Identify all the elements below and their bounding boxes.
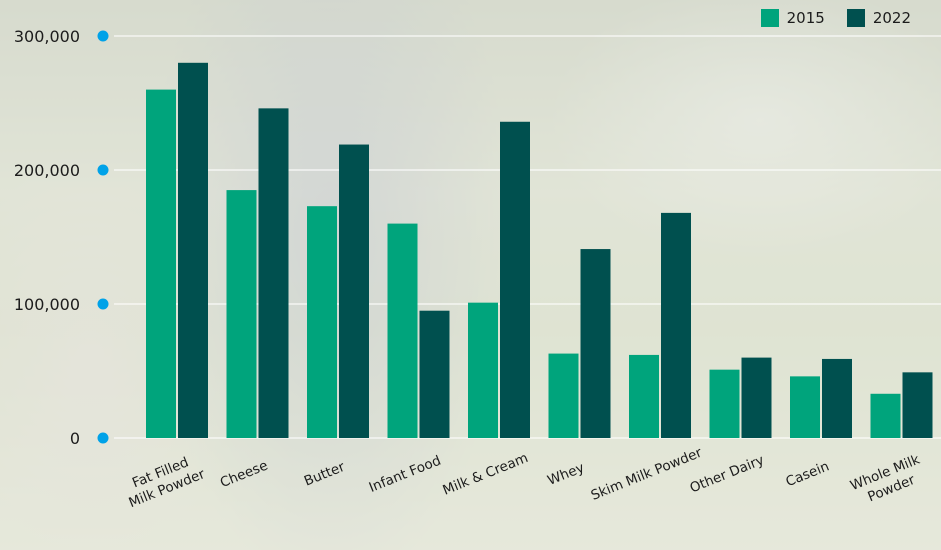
legend-label-2015: 2015	[786, 9, 825, 27]
bar-2015	[307, 206, 337, 438]
bar-2015	[146, 89, 176, 438]
x-tick-label: Whole MilkPowder	[848, 452, 929, 510]
bar-2022	[500, 121, 530, 438]
x-tick-label-line: Whey	[545, 460, 586, 489]
x-tick-label: Skim Milk Powder	[589, 445, 705, 504]
legend-swatch-2015	[760, 9, 779, 27]
bar-2015	[387, 223, 418, 438]
x-tick-label-line: Butter	[302, 459, 348, 490]
bar-2022	[178, 62, 208, 439]
x-tick-label-line: Milk & Cream	[441, 450, 531, 499]
y-tick-label: 0	[70, 429, 80, 448]
x-tick-label-line: Skim Milk Powder	[589, 445, 705, 504]
y-tick-label: 200,000	[14, 161, 80, 180]
bar-2015	[468, 302, 498, 438]
bar-2022	[339, 144, 369, 439]
x-tick-label: Butter	[302, 459, 348, 490]
bar-2022	[258, 108, 289, 439]
bar-2022	[419, 310, 450, 438]
legend-item-2022: 2022	[846, 9, 911, 27]
x-tick-label-line: Infant Food	[367, 453, 444, 496]
bar-2022	[902, 372, 933, 438]
bar-2015	[709, 369, 740, 438]
x-tick-label: Whey	[545, 460, 586, 489]
y-tick-label: 300,000	[14, 27, 80, 46]
bar-2015	[548, 353, 579, 438]
x-tick-label-line: Cheese	[218, 458, 270, 492]
legend-item-2015: 2015	[760, 9, 825, 27]
x-tick-label: Infant Food	[367, 453, 444, 496]
bar-2022	[661, 212, 691, 438]
bar-2015	[629, 354, 659, 438]
legend-label-2022: 2022	[872, 9, 911, 27]
bar-2022	[822, 358, 852, 438]
y-tick-dot	[97, 432, 109, 444]
y-tick-label: 100,000	[14, 295, 80, 314]
y-tick-dot	[97, 30, 109, 42]
legend-swatch-2022	[846, 9, 865, 27]
x-tick-label: Milk & Cream	[441, 450, 531, 499]
bar-2022	[580, 249, 611, 438]
y-tick-dot	[97, 164, 109, 176]
legend: 2015 2022	[760, 9, 911, 27]
bar-2015	[226, 190, 257, 438]
bar-2015	[870, 393, 901, 438]
y-tick-dot	[97, 298, 109, 310]
x-tick-label: Cheese	[218, 458, 270, 492]
bar-2015	[790, 376, 820, 438]
x-tick-label-line: Casein	[783, 458, 831, 490]
bar-2022	[741, 357, 772, 438]
x-tick-label: Casein	[783, 458, 831, 490]
x-tick-label: Fat FilledMilk Powder	[120, 450, 208, 511]
